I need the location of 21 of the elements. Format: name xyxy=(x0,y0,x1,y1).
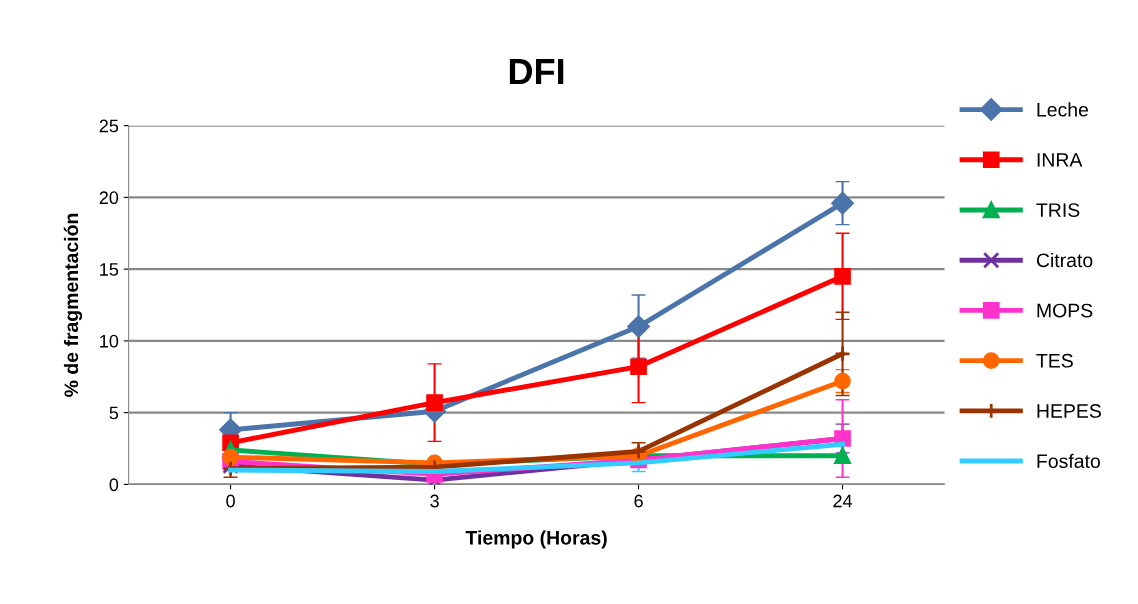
legend-label: Fosfato xyxy=(1037,453,1100,469)
y-tick-label: 15 xyxy=(100,263,119,276)
chart-title: DFI xyxy=(509,59,564,84)
x-tick-label: 6 xyxy=(634,494,643,508)
x-tick-label: 0 xyxy=(226,494,235,508)
y-tick-label: 10 xyxy=(100,334,119,348)
legend-label: INRA xyxy=(1037,153,1083,167)
legend-label: Citrato xyxy=(1036,252,1093,268)
legend-label: TRIS xyxy=(1036,203,1080,217)
legend-label: HEPES xyxy=(1037,404,1101,418)
legend-label: TES xyxy=(1036,353,1073,368)
y-tick-label: 20 xyxy=(99,191,119,205)
x-tick-label: 24 xyxy=(833,494,853,508)
y-tick-label: 25 xyxy=(99,119,119,133)
legend-label: Leche xyxy=(1037,102,1089,117)
y-axis-title: % de fragmentación xyxy=(63,213,83,397)
x-tick-label: 3 xyxy=(430,494,439,508)
legend-label: MOPS xyxy=(1037,303,1093,318)
y-tick-label: 0 xyxy=(109,478,119,492)
y-tick-label: 5 xyxy=(109,406,119,420)
x-axis-title: Tiempo (Horas) xyxy=(465,530,607,549)
